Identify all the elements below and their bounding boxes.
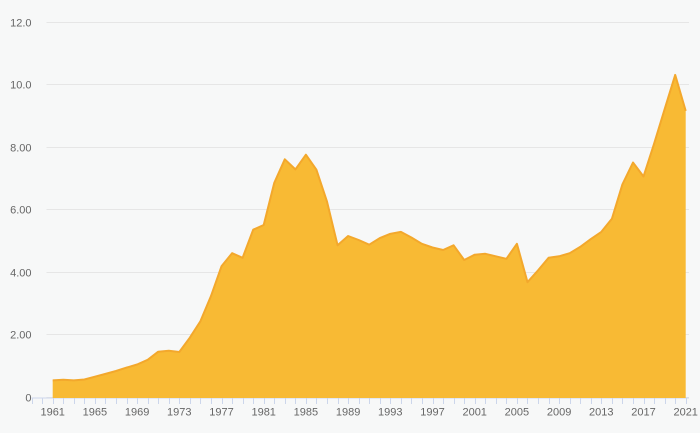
x-axis-label: 1993 <box>378 407 402 419</box>
x-axis-label: 1997 <box>420 407 444 419</box>
y-axis-label: 2.00 <box>10 330 31 342</box>
x-axis-labels: 1961 1965 1969 1973 1977 1981 1985 1989 1993 1997… <box>40 407 697 419</box>
x-axis-label: 1989 <box>336 407 360 419</box>
x-axis-label: 2001 <box>462 407 486 419</box>
x-axis-label: 2017 <box>631 407 655 419</box>
x-axis-label: 1977 <box>209 407 233 419</box>
x-axis-label: 2005 <box>505 407 529 419</box>
x-axis-label: 2021 <box>673 407 697 419</box>
y-axis-labels: 0 2.00 4.00 6.00 8.00 10.0 12.0 <box>10 18 31 405</box>
x-axis-label: 1961 <box>40 407 64 419</box>
area-series-fill <box>52 74 686 399</box>
y-axis-label: 0 <box>25 393 31 405</box>
y-axis-label: 12.0 <box>10 18 31 30</box>
x-axis-label: 1985 <box>294 407 318 419</box>
x-axis-label: 2013 <box>589 407 613 419</box>
x-axis-label: 2009 <box>547 407 571 419</box>
x-axis-label: 1969 <box>125 407 149 419</box>
y-axis-label: 6.00 <box>10 205 31 217</box>
x-axis-label: 1965 <box>83 407 107 419</box>
x-axis-label: 1973 <box>167 407 191 419</box>
y-axis-label: 10.0 <box>10 80 31 92</box>
y-axis-label: 4.00 <box>10 268 31 280</box>
x-axis-ticks <box>32 398 687 405</box>
y-axis-label: 8.00 <box>10 143 31 155</box>
area-series-line <box>52 73 687 382</box>
x-axis-label: 1981 <box>251 407 275 419</box>
